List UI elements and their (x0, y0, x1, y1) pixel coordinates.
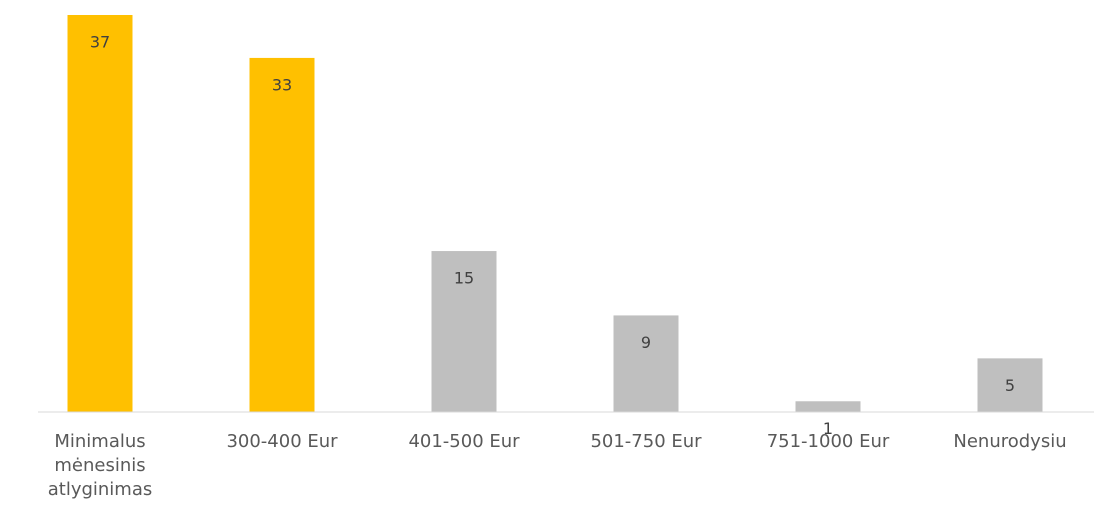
data-label: 1 (823, 419, 833, 438)
bar (795, 401, 861, 412)
bar (613, 315, 679, 412)
x-tick-label: 751-1000 Eur (766, 431, 890, 452)
bar (977, 358, 1043, 412)
data-label: 9 (641, 333, 651, 352)
bar (249, 57, 315, 413)
data-label: 15 (454, 269, 474, 288)
x-tick-label: 401-500 Eur (408, 431, 520, 452)
data-label: 5 (1005, 376, 1015, 395)
data-label: 37 (90, 33, 110, 52)
bar (431, 251, 497, 412)
data-label: 33 (272, 75, 292, 94)
x-tick-label: Minimalus mėnesinis atlyginimas (47, 431, 153, 500)
x-tick-label: 501-750 Eur (590, 431, 702, 452)
x-tick-label: Nenurodysiu (953, 431, 1067, 452)
bar (67, 15, 133, 412)
x-tick-label: 300-400 Eur (226, 431, 338, 452)
